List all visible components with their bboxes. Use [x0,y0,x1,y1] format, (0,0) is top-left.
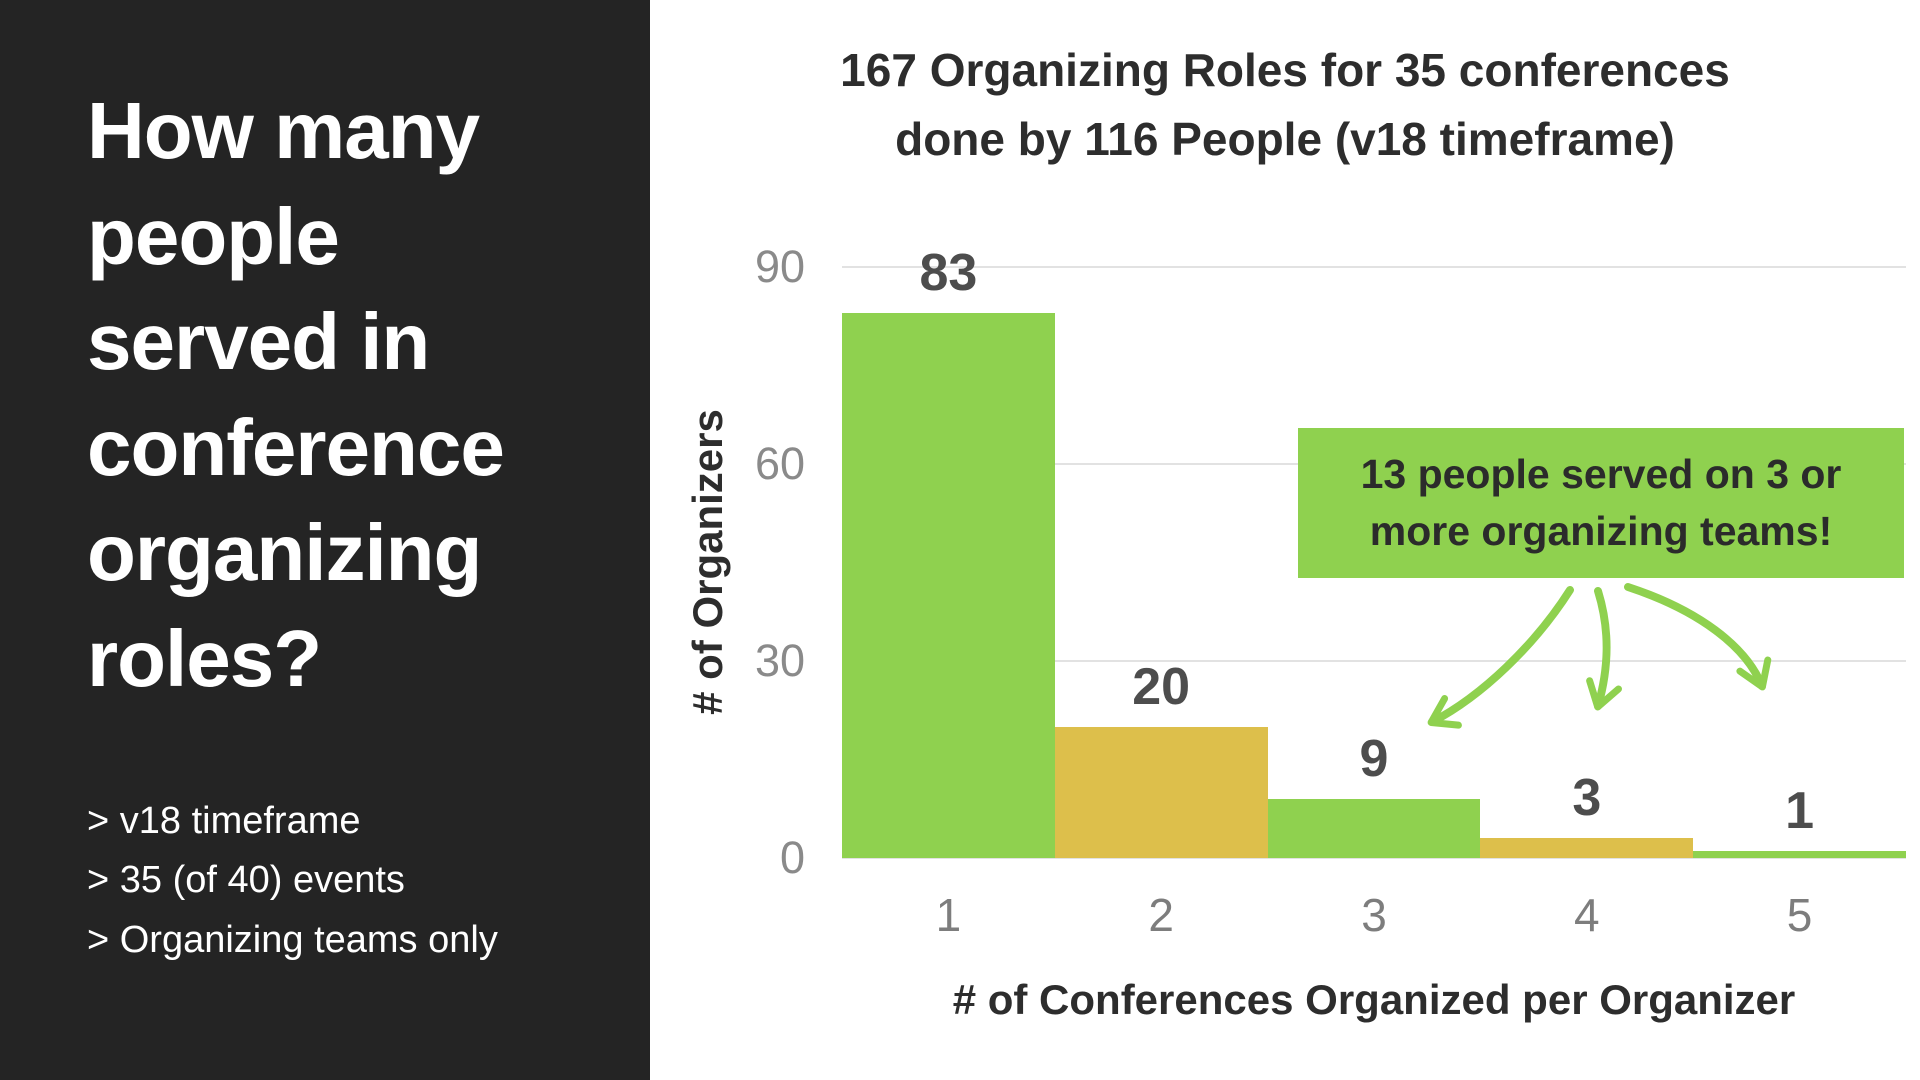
bar-value-label: 9 [1359,729,1389,788]
bullet-list: > v18 timeframe > 35 (of 40) events > Or… [87,792,582,971]
bar-value-label: 3 [1572,769,1602,828]
bullet-item: > 35 (of 40) events [87,859,405,902]
y-axis-tick-labels: 0 30 60 90 [710,241,805,883]
chart-title-line-2: done by 116 People (v18 timeframe) [895,113,1675,165]
x-tick-label: 2 [1148,889,1174,941]
y-tick-label: 0 [779,832,805,883]
x-tick-label: 5 [1786,889,1813,941]
bar-category-2 [1054,726,1268,858]
gridline [842,857,1906,859]
y-tick-label: 30 [754,635,805,686]
plot-area: 83 1 20 2 9 3 3 4 1 5 [842,244,1906,941]
y-tick-label: 60 [754,438,805,489]
bar-category-3 [1267,798,1481,858]
bar-category-1 [842,312,1055,858]
bar-value-label: 20 [1132,657,1191,716]
annotation-line-1: 13 people served on 3 or [1360,450,1842,497]
bar-value-label: 83 [919,243,978,302]
bar-category-5 [1693,851,1906,858]
chart-title: 167 Organizing Roles for 35 conferences … [650,36,1920,174]
annotation-callout: 13 people served on 3 or more organizing… [1298,428,1904,578]
y-tick-label: 90 [754,241,805,292]
bullet-item: > v18 timeframe [87,799,361,842]
x-axis-title: # of Conferences Organized per Organizer [952,976,1796,1023]
headline: How many people served in conference org… [87,86,505,703]
gridline [842,266,1906,268]
left-panel: How many people served in conference org… [0,0,650,1080]
annotation-line-2: more organizing teams! [1369,508,1833,554]
bar-value-label: 1 [1785,782,1815,841]
x-tick-label: 3 [1361,889,1387,941]
chart-title-line-1: 167 Organizing Roles for 35 conferences [840,44,1730,96]
chart-panel: 167 Organizing Roles for 35 conferences … [650,0,1920,1080]
x-tick-label: 4 [1574,889,1600,941]
x-tick-label: 1 [935,889,962,941]
bar-category-4 [1480,838,1694,858]
bullet-item: > Organizing teams only [87,918,498,961]
gridline [842,660,1906,662]
